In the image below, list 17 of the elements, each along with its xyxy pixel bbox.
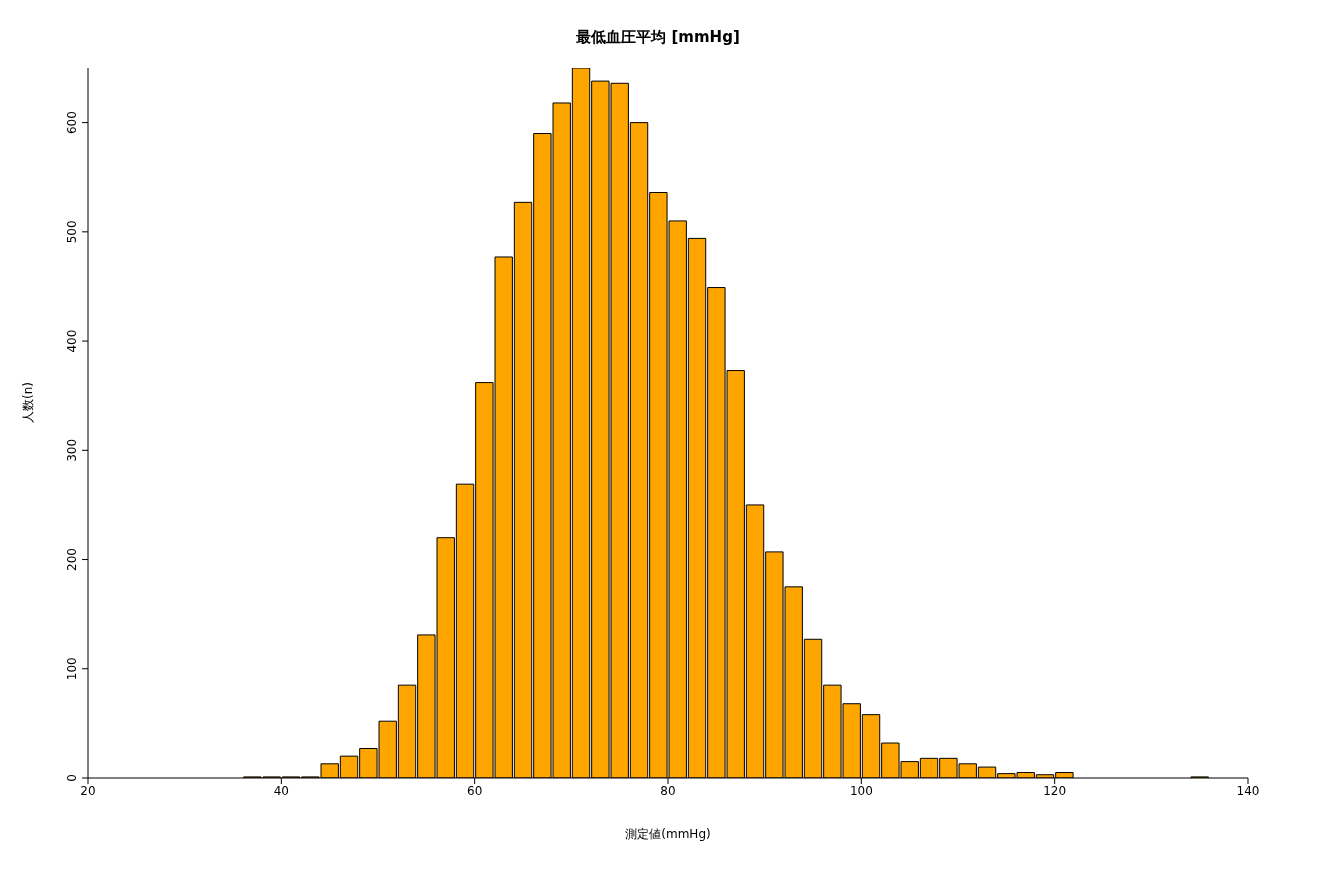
x-tick-label: 120 — [1043, 783, 1067, 798]
x-axis-title: 測定値(mmHg) — [625, 827, 711, 841]
x-tick-label: 140 — [1236, 783, 1260, 798]
y-tick-label: 100 — [65, 657, 79, 681]
y-tick-label: 500 — [65, 220, 79, 244]
x-tick-label: 20 — [80, 783, 96, 798]
y-axis-title: 人数(n) — [21, 382, 36, 423]
x-tick-label: 80 — [660, 783, 676, 798]
y-tick-label: 400 — [65, 329, 79, 353]
x-tick-label: 60 — [467, 783, 483, 798]
chart-title: 最低血圧平均 [mmHg] — [575, 28, 741, 47]
y-tick-label: 300 — [65, 438, 79, 462]
y-tick-label: 0 — [65, 774, 79, 782]
x-tick-label: 40 — [273, 783, 289, 798]
y-tick-label: 600 — [65, 111, 79, 135]
x-tick-label: 100 — [849, 783, 873, 798]
y-tick-label: 200 — [65, 548, 79, 571]
